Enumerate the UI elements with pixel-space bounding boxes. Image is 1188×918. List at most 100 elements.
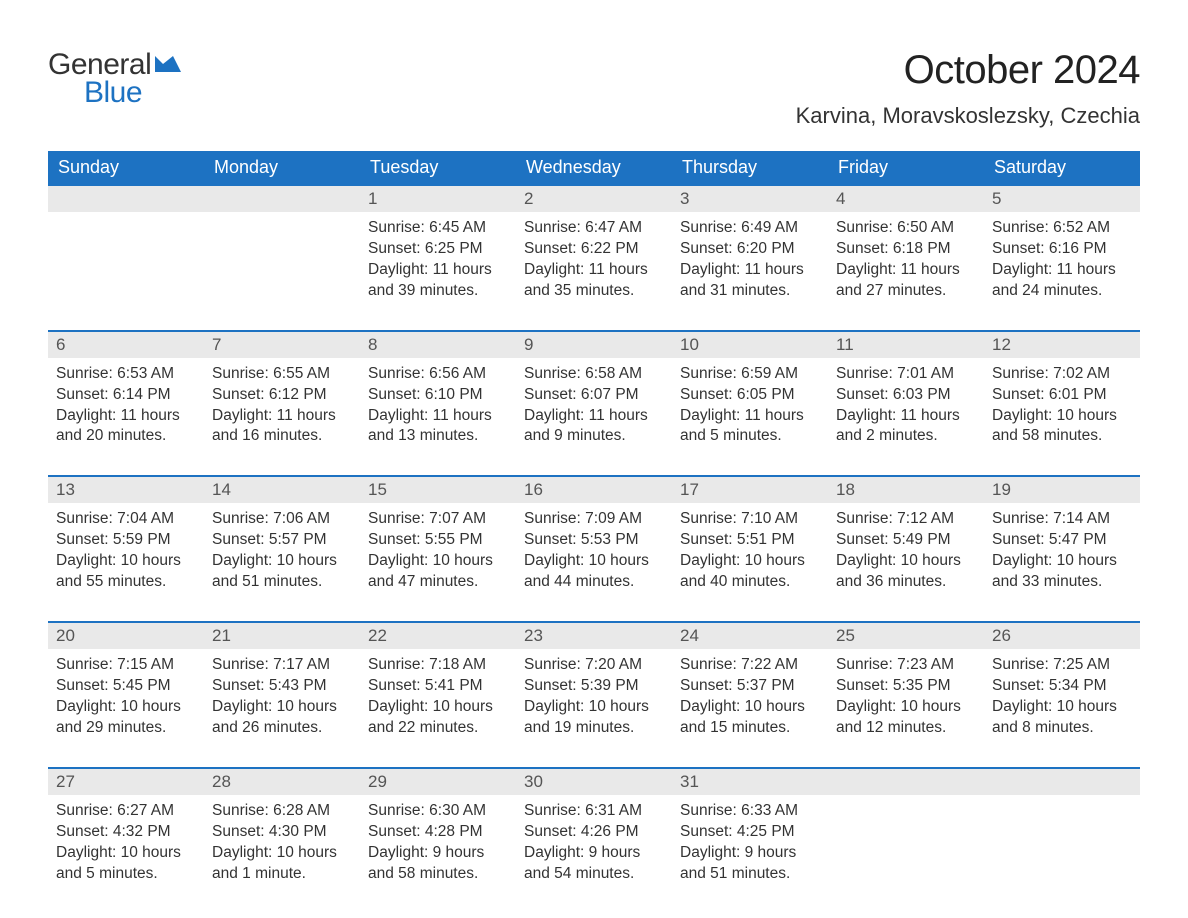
day-detail: [48, 212, 204, 322]
day-cell: 1Sunrise: 6:45 AMSunset: 6:25 PMDaylight…: [360, 185, 516, 331]
day-cell: 29Sunrise: 6:30 AMSunset: 4:28 PMDayligh…: [360, 768, 516, 913]
day-number: 21: [204, 623, 360, 649]
day-number: [984, 769, 1140, 795]
day-cell: 21Sunrise: 7:17 AMSunset: 5:43 PMDayligh…: [204, 622, 360, 768]
day-detail: [204, 212, 360, 322]
day-detail: Sunrise: 7:06 AMSunset: 5:57 PMDaylight:…: [204, 503, 360, 621]
day-detail: Sunrise: 6:52 AMSunset: 6:16 PMDaylight:…: [984, 212, 1140, 330]
day-number: 25: [828, 623, 984, 649]
day-number: 13: [48, 477, 204, 503]
day-cell: 19Sunrise: 7:14 AMSunset: 5:47 PMDayligh…: [984, 476, 1140, 622]
day-number: 27: [48, 769, 204, 795]
day-number: 11: [828, 332, 984, 358]
day-detail: Sunrise: 7:18 AMSunset: 5:41 PMDaylight:…: [360, 649, 516, 767]
day-header: Friday: [828, 151, 984, 185]
day-cell: [828, 768, 984, 913]
week-row: 20Sunrise: 7:15 AMSunset: 5:45 PMDayligh…: [48, 622, 1140, 768]
day-cell: 17Sunrise: 7:10 AMSunset: 5:51 PMDayligh…: [672, 476, 828, 622]
day-number: 5: [984, 186, 1140, 212]
day-cell: 14Sunrise: 7:06 AMSunset: 5:57 PMDayligh…: [204, 476, 360, 622]
logo-word-2: Blue: [84, 76, 151, 110]
day-number: 22: [360, 623, 516, 649]
day-number: 7: [204, 332, 360, 358]
day-number: [48, 186, 204, 212]
day-number: 8: [360, 332, 516, 358]
day-cell: 30Sunrise: 6:31 AMSunset: 4:26 PMDayligh…: [516, 768, 672, 913]
day-number: 12: [984, 332, 1140, 358]
day-detail: Sunrise: 7:07 AMSunset: 5:55 PMDaylight:…: [360, 503, 516, 621]
day-detail: Sunrise: 7:04 AMSunset: 5:59 PMDaylight:…: [48, 503, 204, 621]
day-cell: [204, 185, 360, 331]
day-detail: Sunrise: 7:23 AMSunset: 5:35 PMDaylight:…: [828, 649, 984, 767]
header: General Blue October 2024 Karvina, Morav…: [48, 48, 1140, 143]
day-number: 28: [204, 769, 360, 795]
day-cell: 18Sunrise: 7:12 AMSunset: 5:49 PMDayligh…: [828, 476, 984, 622]
day-detail: Sunrise: 6:33 AMSunset: 4:25 PMDaylight:…: [672, 795, 828, 913]
day-cell: 6Sunrise: 6:53 AMSunset: 6:14 PMDaylight…: [48, 331, 204, 477]
week-row: 1Sunrise: 6:45 AMSunset: 6:25 PMDaylight…: [48, 185, 1140, 331]
day-detail: Sunrise: 7:01 AMSunset: 6:03 PMDaylight:…: [828, 358, 984, 476]
day-number: 18: [828, 477, 984, 503]
day-cell: 27Sunrise: 6:27 AMSunset: 4:32 PMDayligh…: [48, 768, 204, 913]
day-cell: 20Sunrise: 7:15 AMSunset: 5:45 PMDayligh…: [48, 622, 204, 768]
day-header: Wednesday: [516, 151, 672, 185]
day-cell: 5Sunrise: 6:52 AMSunset: 6:16 PMDaylight…: [984, 185, 1140, 331]
day-detail: Sunrise: 7:12 AMSunset: 5:49 PMDaylight:…: [828, 503, 984, 621]
day-cell: 4Sunrise: 6:50 AMSunset: 6:18 PMDaylight…: [828, 185, 984, 331]
day-cell: 13Sunrise: 7:04 AMSunset: 5:59 PMDayligh…: [48, 476, 204, 622]
day-number: 2: [516, 186, 672, 212]
day-number: 31: [672, 769, 828, 795]
day-number: 15: [360, 477, 516, 503]
day-header: Tuesday: [360, 151, 516, 185]
day-number: 19: [984, 477, 1140, 503]
calendar-table: SundayMondayTuesdayWednesdayThursdayFrid…: [48, 151, 1140, 912]
day-number: [828, 769, 984, 795]
day-cell: 31Sunrise: 6:33 AMSunset: 4:25 PMDayligh…: [672, 768, 828, 913]
day-number: 14: [204, 477, 360, 503]
day-detail: Sunrise: 6:59 AMSunset: 6:05 PMDaylight:…: [672, 358, 828, 476]
day-detail: [828, 795, 984, 905]
day-cell: 22Sunrise: 7:18 AMSunset: 5:41 PMDayligh…: [360, 622, 516, 768]
day-number: 4: [828, 186, 984, 212]
day-number: 9: [516, 332, 672, 358]
day-detail: Sunrise: 7:20 AMSunset: 5:39 PMDaylight:…: [516, 649, 672, 767]
day-cell: 2Sunrise: 6:47 AMSunset: 6:22 PMDaylight…: [516, 185, 672, 331]
day-detail: Sunrise: 7:25 AMSunset: 5:34 PMDaylight:…: [984, 649, 1140, 767]
location: Karvina, Moravskoslezsky, Czechia: [796, 103, 1140, 129]
day-detail: [984, 795, 1140, 905]
day-cell: [48, 185, 204, 331]
day-detail: Sunrise: 6:45 AMSunset: 6:25 PMDaylight:…: [360, 212, 516, 330]
day-number: 1: [360, 186, 516, 212]
day-cell: 16Sunrise: 7:09 AMSunset: 5:53 PMDayligh…: [516, 476, 672, 622]
day-number: 3: [672, 186, 828, 212]
day-header: Thursday: [672, 151, 828, 185]
day-detail: Sunrise: 7:02 AMSunset: 6:01 PMDaylight:…: [984, 358, 1140, 476]
day-header-row: SundayMondayTuesdayWednesdayThursdayFrid…: [48, 151, 1140, 185]
day-detail: Sunrise: 6:49 AMSunset: 6:20 PMDaylight:…: [672, 212, 828, 330]
day-detail: Sunrise: 6:30 AMSunset: 4:28 PMDaylight:…: [360, 795, 516, 913]
day-cell: 12Sunrise: 7:02 AMSunset: 6:01 PMDayligh…: [984, 331, 1140, 477]
day-cell: 3Sunrise: 6:49 AMSunset: 6:20 PMDaylight…: [672, 185, 828, 331]
week-row: 13Sunrise: 7:04 AMSunset: 5:59 PMDayligh…: [48, 476, 1140, 622]
day-detail: Sunrise: 7:22 AMSunset: 5:37 PMDaylight:…: [672, 649, 828, 767]
week-row: 6Sunrise: 6:53 AMSunset: 6:14 PMDaylight…: [48, 331, 1140, 477]
day-detail: Sunrise: 7:17 AMSunset: 5:43 PMDaylight:…: [204, 649, 360, 767]
day-detail: Sunrise: 6:27 AMSunset: 4:32 PMDaylight:…: [48, 795, 204, 913]
day-header: Sunday: [48, 151, 204, 185]
day-number: 23: [516, 623, 672, 649]
day-detail: Sunrise: 6:28 AMSunset: 4:30 PMDaylight:…: [204, 795, 360, 913]
day-number: 17: [672, 477, 828, 503]
day-number: 24: [672, 623, 828, 649]
day-cell: 15Sunrise: 7:07 AMSunset: 5:55 PMDayligh…: [360, 476, 516, 622]
day-number: 29: [360, 769, 516, 795]
day-cell: 9Sunrise: 6:58 AMSunset: 6:07 PMDaylight…: [516, 331, 672, 477]
day-detail: Sunrise: 7:10 AMSunset: 5:51 PMDaylight:…: [672, 503, 828, 621]
day-number: 10: [672, 332, 828, 358]
day-detail: Sunrise: 6:53 AMSunset: 6:14 PMDaylight:…: [48, 358, 204, 476]
day-cell: 24Sunrise: 7:22 AMSunset: 5:37 PMDayligh…: [672, 622, 828, 768]
day-cell: 26Sunrise: 7:25 AMSunset: 5:34 PMDayligh…: [984, 622, 1140, 768]
week-row: 27Sunrise: 6:27 AMSunset: 4:32 PMDayligh…: [48, 768, 1140, 913]
day-detail: Sunrise: 6:55 AMSunset: 6:12 PMDaylight:…: [204, 358, 360, 476]
day-cell: [984, 768, 1140, 913]
day-number: 26: [984, 623, 1140, 649]
